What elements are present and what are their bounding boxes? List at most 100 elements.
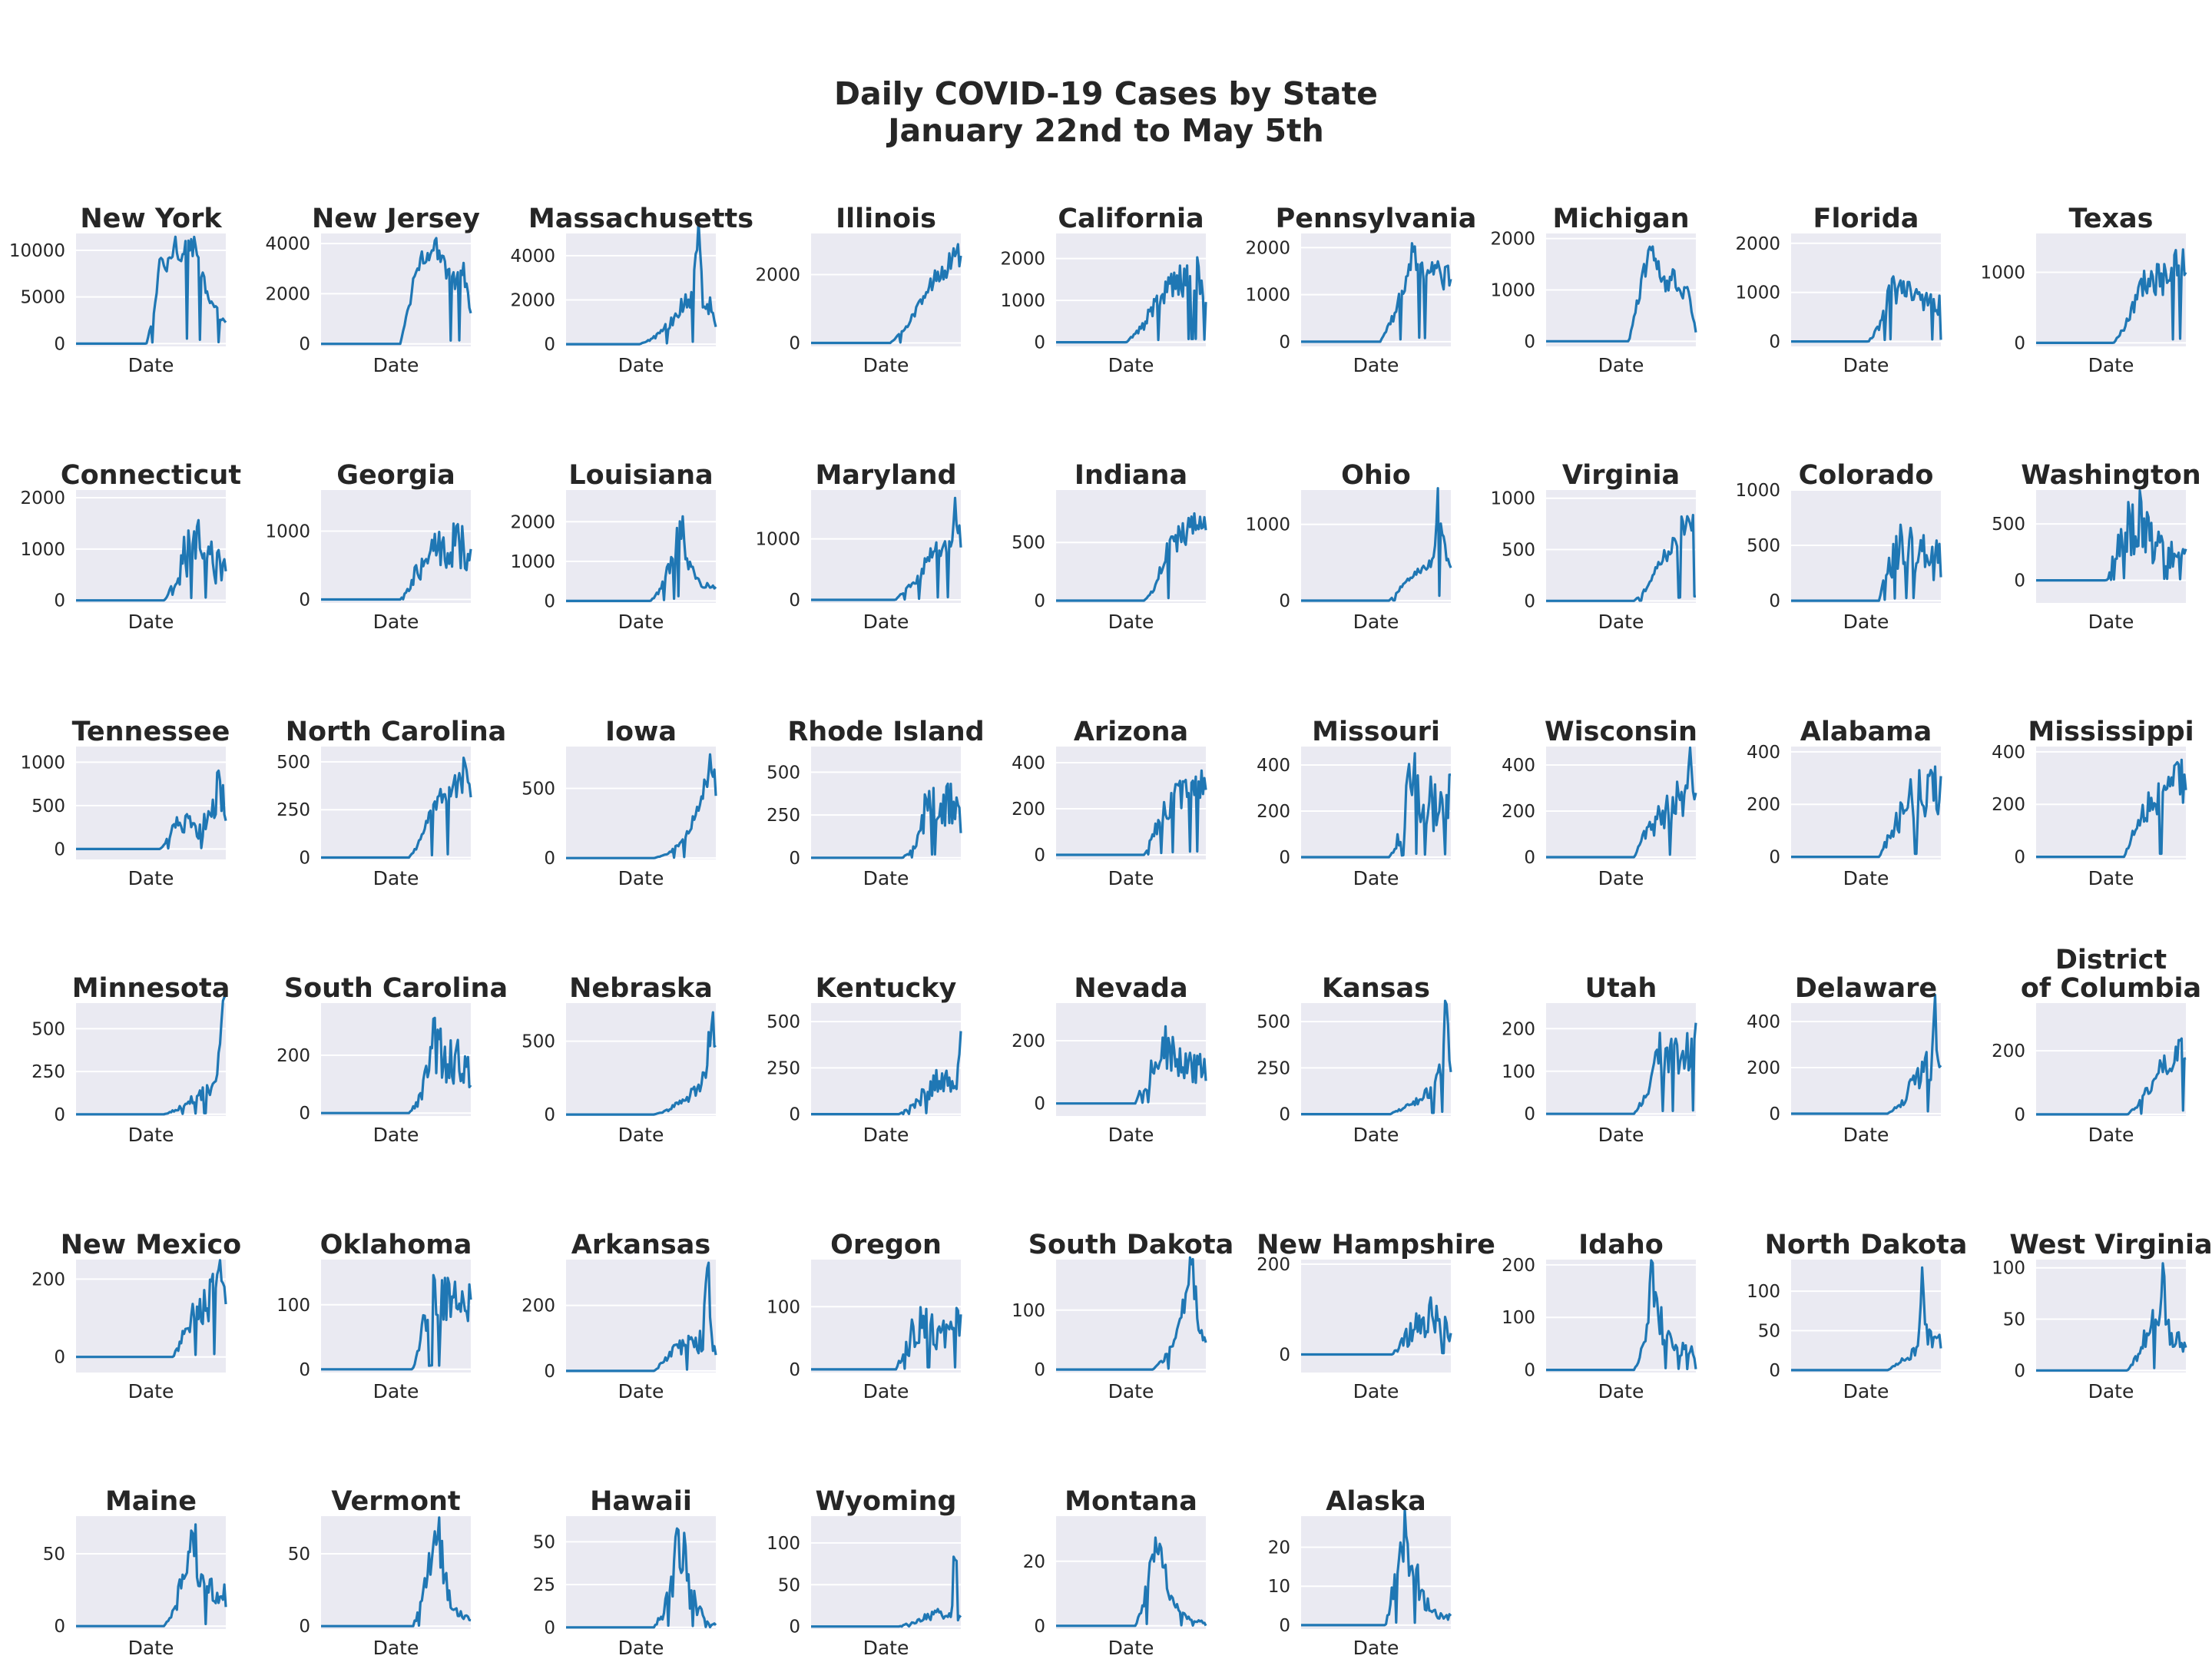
y-tick-label: 100 — [1012, 1301, 1045, 1321]
y-tick-label: 0 — [544, 1618, 555, 1638]
y-tick-label: 2000 — [1245, 238, 1290, 258]
panel-arkansas: 0 200 Date Arkansas — [522, 1230, 717, 1402]
y-tick-label: 100 — [1747, 1282, 1780, 1302]
y-tick-label: 0 — [54, 591, 65, 611]
panel-title: Minnesota — [72, 973, 230, 1004]
x-axis-label: Date — [1598, 611, 1644, 633]
y-tick-label: 0 — [1524, 591, 1535, 611]
x-axis-label: Date — [618, 611, 664, 633]
panel-title: Vermont — [331, 1486, 460, 1517]
x-axis-label: Date — [1843, 1124, 1889, 1146]
y-tick-label: 50 — [533, 1532, 555, 1552]
x-axis-label: Date — [1108, 354, 1154, 376]
x-axis-label: Date — [128, 1124, 174, 1146]
series-line — [76, 1259, 227, 1359]
y-tick-label: 0 — [789, 334, 800, 354]
y-tick-label: 400 — [1502, 756, 1535, 776]
series-line — [566, 753, 717, 859]
y-tick-label: 50 — [288, 1545, 310, 1565]
y-tick-label: 0 — [1034, 1360, 1045, 1380]
panel-kansas: 0 250 500 Date Kansas — [1257, 973, 1452, 1146]
panel-title: of Columbia — [2021, 973, 2201, 1004]
panel-title: Hawaii — [590, 1486, 692, 1517]
plot-area — [2036, 233, 2186, 346]
plot-area — [811, 1003, 961, 1116]
panel-title: Michigan — [1552, 204, 1689, 234]
series-line — [1546, 1022, 1697, 1115]
y-tick-label: 0 — [2014, 1361, 2025, 1381]
panel-title: District — [2055, 945, 2167, 975]
y-tick-label: 1000 — [1245, 286, 1290, 306]
y-tick-label: 0 — [299, 1360, 310, 1380]
series-line — [76, 769, 227, 850]
plot-area — [811, 747, 961, 859]
plot-area — [76, 747, 226, 859]
panel-title: Maryland — [815, 460, 956, 491]
y-tick-label: 2000 — [510, 290, 555, 310]
panel-nevada: 0 200 Date Nevada — [1012, 973, 1207, 1146]
y-tick-label: 1000 — [1490, 489, 1535, 509]
x-axis-label: Date — [128, 1637, 174, 1659]
x-axis-label: Date — [863, 354, 909, 376]
y-tick-label: 0 — [54, 334, 65, 354]
x-axis-label: Date — [1353, 1380, 1399, 1402]
series-line — [1546, 514, 1697, 602]
plot-area — [1791, 233, 1941, 346]
panel-maine: 0 50 Date Maine — [43, 1486, 227, 1659]
panel-title: Arizona — [1074, 717, 1188, 747]
plot-area — [1546, 490, 1696, 603]
panel-title: Connecticut — [61, 460, 241, 491]
y-tick-label: 0 — [544, 849, 555, 869]
series-line — [1301, 242, 1452, 343]
series-line — [566, 515, 717, 602]
panel-new-york: 0 5000 10000 Date New York — [9, 204, 227, 376]
y-tick-label: 2000 — [510, 512, 555, 532]
plot-area — [1301, 233, 1451, 346]
plot-area — [1301, 1516, 1451, 1629]
series-line — [811, 1555, 962, 1628]
x-axis-label: Date — [618, 1380, 664, 1402]
panel-kentucky: 0 250 500 Date Kentucky — [767, 973, 962, 1146]
y-tick-label: 0 — [54, 839, 65, 859]
y-tick-label: 200 — [1992, 1041, 2025, 1061]
panel-title: Ohio — [1341, 460, 1411, 491]
plot-area — [2036, 1003, 2186, 1116]
y-tick-label: 2000 — [755, 265, 800, 285]
series-line — [811, 782, 962, 859]
panel-title: Iowa — [605, 717, 677, 747]
x-axis-label: Date — [373, 867, 419, 889]
panel-title: New Jersey — [312, 204, 480, 234]
panel-florida: 0 1000 2000 Date Florida — [1735, 204, 1942, 376]
series-line — [2036, 1037, 2187, 1116]
panel-north-carolina: 0 250 500 Date North Carolina — [276, 717, 506, 889]
panel-delaware: 0 200 400 Date Delaware — [1747, 973, 1942, 1146]
y-tick-label: 0 — [1769, 591, 1780, 611]
figure-title-line-2: January 22nd to May 5th — [888, 112, 1324, 149]
panel-iowa: 0 500 Date Iowa — [522, 717, 717, 889]
series-line — [1056, 1025, 1207, 1105]
x-axis-label: Date — [618, 867, 664, 889]
series-line — [76, 1523, 227, 1628]
y-tick-label: 2000 — [20, 488, 65, 508]
panel-title: West Virginia — [2009, 1230, 2212, 1260]
plot-area — [1056, 747, 1206, 859]
plot-area — [1791, 490, 1941, 603]
y-tick-label: 0 — [2014, 1105, 2025, 1125]
panel-title: Rhode Island — [787, 717, 984, 747]
y-tick-label: 100 — [767, 1534, 800, 1554]
y-tick-label: 250 — [767, 806, 800, 826]
panel-title: Virginia — [1562, 460, 1680, 491]
y-tick-label: 1000 — [1735, 283, 1780, 303]
panel-title: Nevada — [1074, 973, 1187, 1004]
y-tick-label: 200 — [1747, 1058, 1780, 1078]
y-tick-label: 0 — [299, 591, 310, 611]
y-tick-label: 0 — [2014, 333, 2025, 353]
y-tick-label: 0 — [544, 1105, 555, 1125]
y-tick-label: 250 — [1257, 1058, 1290, 1078]
panel-title: Montana — [1065, 1486, 1197, 1517]
x-axis-label: Date — [1598, 354, 1644, 376]
panel-title: North Carolina — [286, 717, 507, 747]
plot-area — [1056, 490, 1206, 603]
x-axis-label: Date — [1843, 611, 1889, 633]
